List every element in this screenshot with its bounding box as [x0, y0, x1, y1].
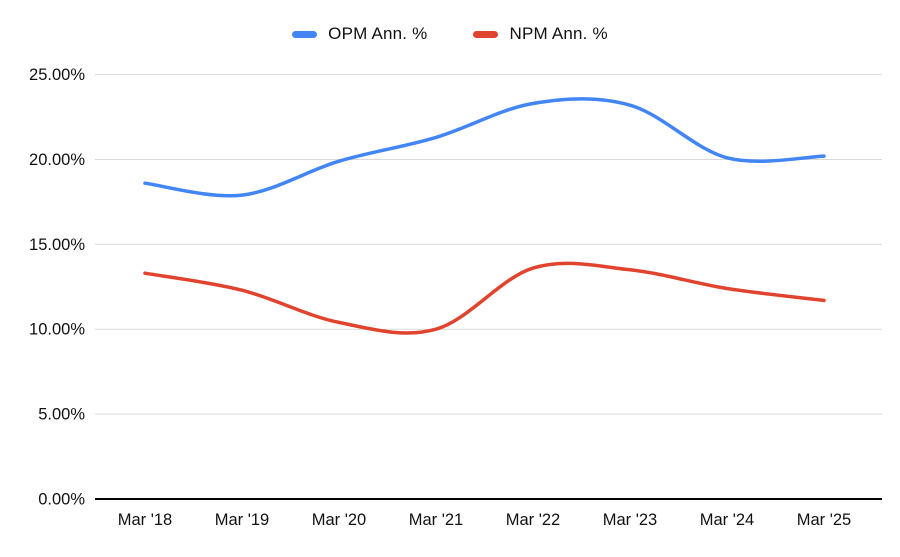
- y-tick-label-20pct: 20.00%: [29, 151, 85, 169]
- y-tick-label-15pct: 15.00%: [29, 236, 85, 254]
- opm-series-label: OPM Ann. %: [328, 24, 428, 43]
- legend-item-npm[interactable]: NPM Ann. %: [473, 24, 608, 44]
- chart-legend: OPM Ann. % NPM Ann. %: [0, 24, 900, 44]
- y-tick-label-10pct: 10.00%: [29, 321, 85, 339]
- y-tick-label-25pct: 25.00%: [29, 66, 85, 84]
- x-tick-label-2: Mar '19: [215, 511, 270, 529]
- x-tick-label-8: Mar '25: [797, 511, 852, 529]
- npm-series-label: NPM Ann. %: [509, 24, 608, 43]
- opm-series-swatch-icon: [292, 30, 318, 38]
- x-tick-label-5: Mar '22: [506, 511, 561, 529]
- legend-item-opm[interactable]: OPM Ann. %: [292, 24, 427, 44]
- y-tick-label-0pct: 0.00%: [38, 491, 85, 509]
- x-tick-label-3: Mar '20: [312, 511, 367, 529]
- x-tick-label-4: Mar '21: [409, 511, 464, 529]
- opm-series-line[interactable]: [143, 97, 826, 198]
- x-tick-label-7: Mar '24: [700, 511, 755, 529]
- npm-series-swatch-icon: [473, 30, 499, 38]
- x-tick-label-6: Mar '23: [603, 511, 658, 529]
- y-tick-label-5pct: 5.00%: [38, 406, 85, 424]
- npm-series-line[interactable]: [143, 261, 826, 335]
- x-tick-label-1: Mar '18: [118, 511, 173, 529]
